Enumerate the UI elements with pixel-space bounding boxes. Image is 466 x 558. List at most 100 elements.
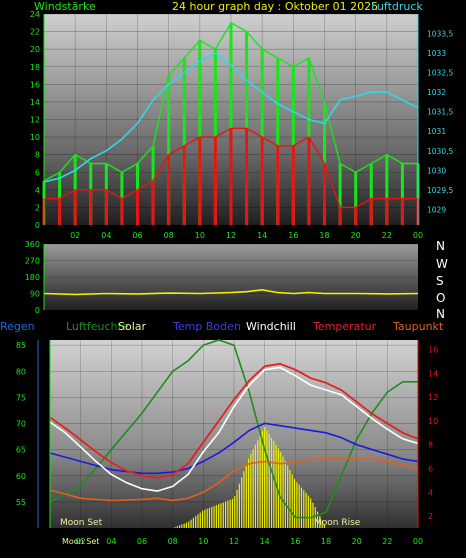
wind-y-tick-label: 2 [35,203,40,212]
humidity-y-tick-label: 70 [16,420,26,429]
temperature-x-tick-label: 00 [413,537,423,546]
pressure-y-tick-label: 1033 [427,49,446,58]
moon-set-label: Moon Set [60,518,103,528]
wind-x-tick-label: 20 [351,231,361,240]
compass-label: N [436,239,445,253]
compass-label: N [436,307,445,321]
compass-label: O [436,291,445,305]
humidity-y-tick-label: 65 [16,446,26,455]
direction-y-tick-label: 180 [25,273,40,282]
temperature-y-tick-label: 12 [428,393,438,402]
pressure-y-tick-label: 1031,5 [427,108,453,117]
wind-y-tick-label: 8 [35,151,40,160]
direction-grid [44,243,418,311]
wind-y-tick-label: 16 [30,80,40,89]
temperature-x-tick-labels: 02 04 06 08 10 12 14 16 18 20 22 00 [76,537,424,546]
pressure-y-tick-label: 1032,5 [427,69,453,78]
legend: Regen Luftfeuchte Solar Temp Boden Windc… [0,320,444,333]
temperature-y-tick-label: 16 [428,346,438,355]
humidity-line [49,339,418,519]
legend-windchill: Windchill [246,320,296,333]
pressure-y-tick-label: 1029 [427,205,446,214]
wind-x-tick-label: 00 [413,231,423,240]
wind-y-tick-label: 0 [35,221,40,230]
pressure-y-tick-label: 1030,5 [427,147,453,156]
pressure-y-tick-label: 1030 [427,166,446,175]
legend-solar: Solar [118,320,147,333]
humidity-y-tick-label: 75 [16,393,26,402]
temperature-x-tick-label: 12 [229,537,239,546]
wind-marks [42,21,420,225]
direction-y-tick-label: 360 [25,240,40,249]
direction-y-tick-label: 270 [25,257,40,266]
wind-x-tick-label: 12 [226,231,236,240]
wind-x-tick-label: 08 [164,231,174,240]
humidity-y-tick-label: 55 [16,498,26,507]
pressure-y-tick-label: 1029,5 [427,186,453,195]
wind-y-tick-label: 22 [30,28,40,37]
direction-y-tick-label: 0 [35,306,40,315]
temperature-y-tick-label: 4 [428,488,433,497]
temperature-x-tick-label: 04 [106,537,116,546]
wind-x-tick-label: 06 [132,231,142,240]
wind-y-tick-label: 6 [35,168,40,177]
legend-taupunkt: Taupunkt [392,320,444,333]
wind-x-tick-label: 14 [257,231,267,240]
temperature-y-tick-labels: 2 4 6 8 10 12 14 16 [428,346,438,522]
temperature-x-tick-label: 14 [260,537,270,546]
wind-y-tick-label: 4 [35,186,40,195]
temperature-y-tick-label: 14 [428,369,438,378]
direction-marks [43,288,419,296]
temperature-x-tick-label: 16 [290,537,300,546]
pressure-y-tick-labels: 1029 1029,5 1030 1030,5 1031 1031,5 1032 1032,5… [427,30,453,215]
temperature-y-tick-label: 6 [428,465,433,474]
humidity-y-tick-label: 60 [16,472,26,481]
windchill-line [49,366,419,492]
compass-labels: N W S O N [436,239,448,321]
temperature-x-tick-label: 10 [198,537,208,546]
wind-y-tick-label: 10 [30,133,40,142]
temperature-x-tick-label: 18 [321,537,331,546]
compass-label: S [436,274,444,288]
dewpoint-line [49,456,419,502]
wind-x-tick-label: 02 [70,231,80,240]
legend-temperatur: Temperatur [312,320,377,333]
legend-luftfeuchte: Luftfeuchte [66,320,129,333]
pressure-y-tick-label: 1032 [427,88,446,97]
temperature-y-tick-label: 8 [428,441,433,450]
wind-x-tick-labels: 02 04 06 08 10 12 14 16 18 20 22 00 [70,231,423,240]
temperature-x-tick-label: 06 [137,537,147,546]
pressure-y-tick-label: 1031 [427,127,446,136]
humidity-y-tick-label: 80 [16,367,26,376]
wind-x-tick-label: 22 [382,231,392,240]
legend-regen: Regen [0,320,35,333]
wind-x-tick-label: 04 [101,231,111,240]
direction-plot-area [44,244,418,310]
moon-set-bottom-label: Moon Set [62,537,99,546]
temperature-x-tick-label: 20 [352,537,362,546]
direction-line [43,288,419,296]
pressure-y-tick-label: 1033,5 [427,30,453,39]
moon-rise-label: Moon Rise [314,518,361,528]
wind-x-tick-label: 16 [288,231,298,240]
soil-temp-line [49,422,419,475]
temperature-x-tick-label: 22 [382,537,392,546]
wind-x-tick-label: 18 [319,231,329,240]
wind-x-tick-label: 10 [195,231,205,240]
humidity-y-tick-label: 85 [16,341,26,350]
direction-y-tick-labels: 0 90 180 270 360 [25,240,40,315]
wind-y-tick-label: 12 [30,116,40,125]
wind-y-tick-label: 20 [30,45,40,54]
pressure-axis-title: Luftdruck [371,0,423,13]
compass-label: W [436,257,448,271]
pressure-line [43,52,419,183]
temperature-marks [49,339,419,528]
humidity-y-tick-labels: 55 60 65 70 75 80 85 [16,341,26,507]
wind-gust-line [43,21,418,182]
temperature-x-tick-label: 02 [76,537,86,546]
wind-y-tick-label: 18 [30,63,40,72]
wind-avg-line [44,127,418,209]
